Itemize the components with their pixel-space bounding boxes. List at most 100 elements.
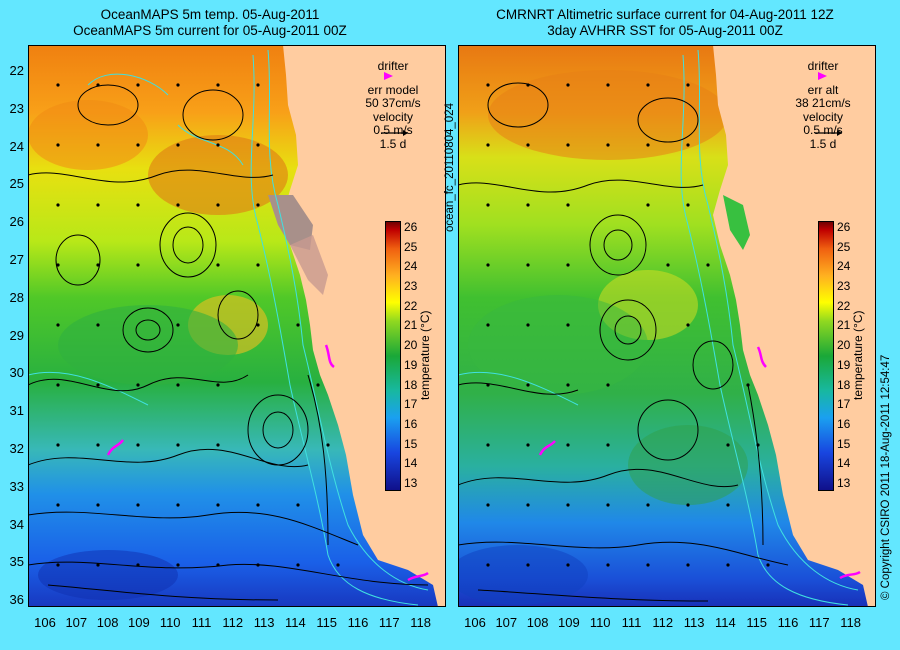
err-value: 50 37cm/s <box>365 96 421 110</box>
lon-tick-label: 107 <box>65 615 88 630</box>
lon-tick-label: 106 <box>34 615 56 630</box>
velocity-scale: 0.5 m/s <box>803 123 843 137</box>
colorbar-tick-label: 15 <box>404 436 418 451</box>
right-map-frame <box>458 45 876 607</box>
bathymetry-contours <box>458 49 859 606</box>
current-streamlines <box>28 84 429 601</box>
lat-tick-label: 24 <box>9 138 24 154</box>
right-map-panel: drifter err alt 38 21cm/s velocity 0.5 m… <box>458 45 876 630</box>
lat-tick-label: 26 <box>9 214 24 230</box>
lat-tick-label: 22 <box>9 63 24 78</box>
colorbar-tick-label: 15 <box>837 436 851 451</box>
colorbar-tick-label: 19 <box>404 357 418 372</box>
right-colorbar <box>818 221 834 491</box>
coastal-warm-water <box>723 195 750 250</box>
colorbar-tick-label: 20 <box>837 338 851 353</box>
right-colorbar-title: temperature (°C) <box>851 310 865 401</box>
colorbar-tick-label: 24 <box>404 259 418 274</box>
lon-tick-label: 108 <box>96 615 119 630</box>
lon-tick-label: 110 <box>159 615 181 630</box>
colorbar-tick-label: 20 <box>404 338 418 353</box>
legend-arrows <box>381 72 408 136</box>
colorbar-tick-label: 25 <box>837 239 851 254</box>
lon-tick-label: 111 <box>621 615 642 630</box>
right-title-line1: CMRNRT Altimetric surface current for 04… <box>496 7 834 22</box>
lat-tick-label: 32 <box>9 441 24 456</box>
lon-tick-label: 110 <box>589 615 611 630</box>
lat-tick-label: 31 <box>9 403 24 419</box>
lat-tick-label: 28 <box>9 289 24 305</box>
center-run-label: ocean_fc_20110804_024 <box>444 103 456 232</box>
lon-tick-label: 115 <box>746 615 768 630</box>
left-colorbar <box>385 221 401 491</box>
colorbar-tick-label: 22 <box>404 298 418 313</box>
lat-tick-label: 29 <box>9 327 24 343</box>
err-label: err alt <box>807 82 839 97</box>
left-title-line1: OceanMAPS 5m temp. 05-Aug-2011 <box>100 7 320 22</box>
drifter-tracks <box>538 346 861 580</box>
lon-tick-label: 117 <box>808 615 830 630</box>
colorbar-tick-label: 18 <box>404 377 418 392</box>
colorbar-tick-label: 24 <box>837 259 851 274</box>
colorbar-tick-label: 13 <box>837 476 851 490</box>
colorbar-tick-label: 13 <box>404 476 418 490</box>
lat-tick-label: 36 <box>9 592 24 608</box>
colorbar-tick-label: 17 <box>837 397 851 412</box>
colorbar-tick-label: 18 <box>837 377 851 392</box>
drifter-label: drifter <box>807 59 839 73</box>
lon-tick-label: 113 <box>253 615 275 630</box>
colorbar-tick-label: 21 <box>837 318 851 333</box>
land-mass <box>283 45 446 607</box>
colorbar-tick-label: 16 <box>837 416 851 431</box>
land-mass <box>713 45 876 607</box>
lon-tick-label: 107 <box>495 615 518 630</box>
cool-patch <box>468 295 648 395</box>
right-panel-title: CMRNRT Altimetric surface current for 04… <box>465 7 865 39</box>
lat-tick-label: 25 <box>9 176 24 192</box>
current-streamlines <box>458 82 789 602</box>
legend-arrows <box>815 72 842 136</box>
bathymetry-contours <box>28 49 429 606</box>
land-shallow <box>290 235 328 295</box>
left-map-frame <box>28 45 446 607</box>
lon-tick-label: 116 <box>347 615 369 630</box>
lon-tick-label: 113 <box>683 615 705 630</box>
lon-tick-label: 117 <box>378 615 400 630</box>
err-label: err model <box>367 82 419 97</box>
lat-tick-label: 34 <box>9 516 24 532</box>
lat-tick-label: 27 <box>9 252 24 267</box>
velocity-scale-arrowhead <box>837 130 842 136</box>
lon-tick-label: 109 <box>128 615 150 630</box>
lon-tick-label: 111 <box>191 615 212 630</box>
duration: 1.5 d <box>809 136 837 151</box>
colorbar-tick-label: 23 <box>404 279 418 294</box>
drifter-tracks <box>106 344 429 582</box>
velocity-label: velocity <box>802 109 843 124</box>
warm-patch <box>488 70 728 160</box>
lon-tick-label: 115 <box>316 615 338 630</box>
velocity-label: velocity <box>372 109 413 124</box>
cool-patch <box>458 545 588 605</box>
lon-tick-label: 112 <box>222 615 244 630</box>
left-map-svg <box>28 45 446 607</box>
lon-tick-label: 112 <box>652 615 674 630</box>
left-colorbar-title: temperature (°C) <box>418 310 432 401</box>
left-map-panel: drifter err model 50 37cm/s velocity 0.5… <box>10 45 446 630</box>
right-legend: drifter err alt 38 21cm/s velocity 0.5 m… <box>793 59 853 151</box>
velocity-scale: 0.5 m/s <box>373 123 413 137</box>
lat-tick-label: 33 <box>9 478 24 494</box>
lat-tick-label: 23 <box>9 100 24 116</box>
drifter-legend-icon <box>384 72 393 80</box>
colorbar-tick-label: 23 <box>837 279 851 294</box>
lat-tick-label: 35 <box>9 554 24 570</box>
lon-tick-label: 108 <box>526 615 549 630</box>
left-title-line2: OceanMAPS 5m current for 05-Aug-2011 00Z <box>73 23 347 38</box>
err-value: 38 21cm/s <box>795 96 851 110</box>
colorbar-tick-label: 14 <box>404 456 418 471</box>
lat-tick-label: 30 <box>9 365 24 381</box>
lon-tick-label: 118 <box>410 615 431 630</box>
colorbar-tick-label: 22 <box>837 298 851 313</box>
warm-patch <box>148 135 288 215</box>
current-arrows <box>486 83 770 567</box>
colorbar-tick-label: 21 <box>404 318 418 333</box>
